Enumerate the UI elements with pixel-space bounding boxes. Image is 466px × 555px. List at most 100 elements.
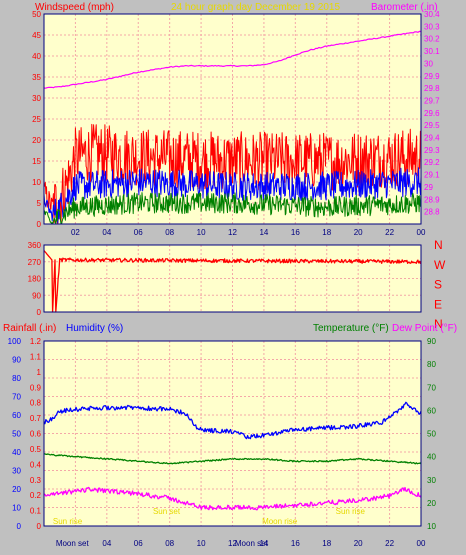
barometer-tick-7: 29.5: [424, 121, 440, 130]
rain-humidity-temperature-panel: 010203040506070809010000.10.20.30.40.50.…: [8, 337, 437, 548]
humidity-tick-30: 30: [12, 467, 21, 476]
moon-set-label-1: Moon set: [235, 539, 269, 548]
windspeed-tick-50: 50: [32, 10, 41, 19]
climate-hour-tick-10: 10: [197, 539, 206, 548]
temperature-tick-10: 10: [427, 522, 436, 531]
temperature-tick-50: 50: [427, 430, 436, 439]
direction-plot-border: [43, 244, 422, 313]
climate-hour-tick-12: 12: [228, 539, 237, 548]
barometer-tick-6: 29.4: [424, 134, 440, 143]
climate-hour-tick-00: 00: [417, 539, 426, 548]
windspeed-tick-20: 20: [32, 136, 41, 145]
windspeed-tick-25: 25: [32, 115, 41, 124]
windspeed-tick-15: 15: [32, 157, 41, 166]
barometer-tick-4: 29.2: [424, 158, 440, 167]
barometer-tick-5: 29.3: [424, 146, 440, 155]
temperature-tick-70: 70: [427, 383, 436, 392]
humidity-series-line: [43, 401, 422, 440]
windspeed-tick-40: 40: [32, 52, 41, 61]
climate-hour-tick-14: 14: [259, 539, 268, 548]
humidity-tick-100: 100: [8, 337, 22, 346]
temperature-tick-80: 80: [427, 360, 436, 369]
rainfall-tick-1: 0.1: [30, 507, 42, 516]
wind-barometer-panel: 0 5 10 15 20 25 30 35 40 45 50 28.8 28.9 29 29.1 29.2 29…: [32, 10, 440, 237]
rainfall-tick-10: 1: [37, 368, 42, 377]
humidity-tick-0: 0: [17, 522, 22, 531]
barometer-tick-1: 28.9: [424, 195, 440, 204]
windspeed-tick-10: 10: [32, 178, 41, 187]
wind-hour-tick-04: 04: [102, 228, 111, 237]
barometer-tick-3: 29.1: [424, 171, 440, 180]
humidity-tick-40: 40: [12, 448, 21, 457]
humidity-tick-90: 90: [12, 356, 21, 365]
barometer-tick-12: 30: [424, 59, 433, 68]
direction-tick-90: 90: [32, 291, 41, 300]
sun-moon-annotation-0: Sun rise: [53, 517, 83, 526]
dewpoint-series-line: [43, 486, 422, 511]
windspeed-tick-35: 35: [32, 73, 41, 82]
humidity-tick-50: 50: [12, 430, 21, 439]
wind-hour-tick-10: 10: [197, 228, 206, 237]
compass-label-1: W: [434, 258, 446, 272]
wind-minimum-series-line: [43, 192, 422, 225]
wind-hour-tick-08: 08: [165, 228, 174, 237]
windspeed-tick-5: 5: [37, 199, 42, 208]
rainfall-tick-5: 0.5: [30, 445, 42, 454]
barometer-tick-2: 29: [424, 183, 433, 192]
direction-tick-0: 0: [37, 308, 42, 317]
climate-hour-tick-08: 08: [165, 539, 174, 548]
humidity-tick-70: 70: [12, 393, 21, 402]
wind-hour-tick-12: 12: [228, 228, 237, 237]
compass-label-4: N: [434, 317, 443, 331]
humidity-tick-80: 80: [12, 374, 21, 383]
barometer-tick-8: 29.6: [424, 109, 440, 118]
rainfall-tick-3: 0.3: [30, 476, 42, 485]
rainfall-tick-7: 0.7: [30, 414, 42, 423]
barometer-tick-10: 29.8: [424, 84, 440, 93]
direction-tick-180: 180: [28, 275, 42, 284]
wind-hour-tick-06: 06: [134, 228, 143, 237]
windspeed-tick-30: 30: [32, 94, 41, 103]
climate-hour-tick-22: 22: [385, 539, 394, 548]
rainfall-tick-12: 1.2: [30, 337, 42, 346]
sun-moon-annotation-1: Sun set: [153, 507, 181, 516]
wind-gust-series-line: [43, 123, 422, 225]
wind-hour-tick-20: 20: [354, 228, 363, 237]
windspeed-tick-0: 0: [37, 220, 42, 229]
humidity-axis-label: Humidity (%): [66, 323, 123, 334]
climate-hour-tick-20: 20: [354, 539, 363, 548]
wind-hour-tick-02: 02: [71, 228, 80, 237]
temperature-tick-40: 40: [427, 453, 436, 462]
compass-label-2: S: [434, 278, 442, 292]
rainfall-tick-0: 0: [37, 522, 42, 531]
climate-hour-tick-04: 04: [102, 539, 111, 548]
temperature-tick-60: 60: [427, 406, 436, 415]
rainfall-tick-2: 0.2: [30, 491, 42, 500]
rainfall-axis-label: Rainfall (.in): [3, 323, 56, 334]
climate-hour-tick-18: 18: [322, 539, 331, 548]
barometer-tick-16: 30.4: [424, 10, 440, 19]
windspeed-axis-label: Windspeed (mph): [35, 2, 114, 13]
barometer-axis-label: Barometer (.in): [371, 2, 438, 13]
rainfall-tick-4: 0.4: [30, 460, 42, 469]
wind-plot-border: [43, 13, 422, 225]
chart-title: 24 hour graph day December 19 2015: [171, 2, 340, 13]
wind-hour-tick-22: 22: [385, 228, 394, 237]
barometer-tick-14: 30.2: [424, 35, 440, 44]
wind-hour-tick-16: 16: [291, 228, 300, 237]
temperature-tick-20: 20: [427, 499, 436, 508]
rainfall-tick-8: 0.8: [30, 399, 42, 408]
sun-moon-annotation-2: Moon rise: [262, 517, 298, 526]
barometer-series-line: [43, 30, 422, 89]
climate-hour-tick-16: 16: [291, 539, 300, 548]
moon-set-label-0: Moon set: [56, 539, 90, 548]
temperature-axis-label: Temperature (°F): [313, 323, 389, 334]
wind-hour-tick-00: 00: [417, 228, 426, 237]
dewpoint-axis-label: Dew Point (°F): [392, 323, 457, 334]
wind-hour-tick-18: 18: [322, 228, 331, 237]
sun-moon-annotation-3: Sun rise: [336, 507, 366, 516]
wind-hour-tick-14: 14: [259, 228, 268, 237]
wind-direction-series-line: [43, 250, 422, 313]
